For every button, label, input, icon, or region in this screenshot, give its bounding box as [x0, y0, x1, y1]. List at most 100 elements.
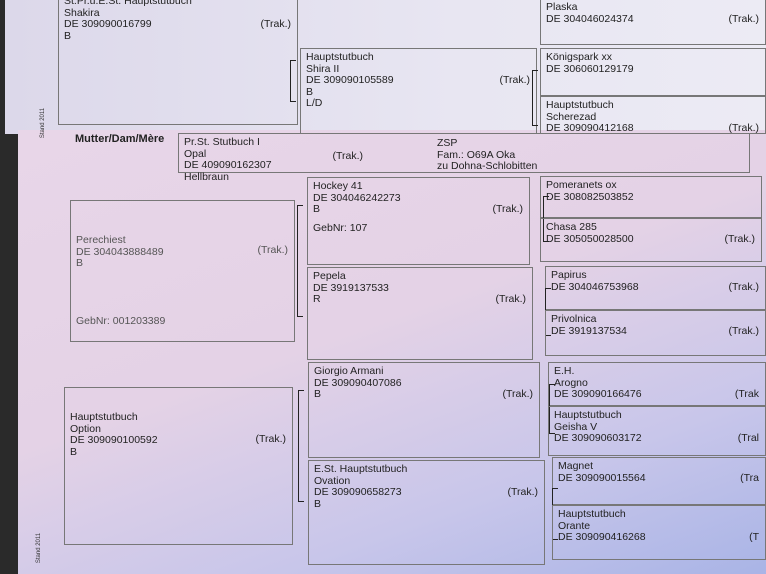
- box-line: Arogno: [554, 376, 588, 389]
- box-line: St.Pr.u.E.St. Hauptstutbuch: [64, 0, 192, 7]
- pedigree-box-pomeranets: Pomeranets ox DE 308082503852: [540, 176, 762, 218]
- box-line: DE 409090162307: [184, 159, 272, 171]
- box-line: Chasa 285: [546, 221, 597, 233]
- box-line: B: [313, 203, 321, 215]
- pedigree-box-giorgio: Giorgio Armani DE 309090407086 B (Trak.): [308, 362, 540, 458]
- box-line: Privolnica: [551, 313, 597, 325]
- pedigree-box-perechiest: Perechiest DE 304043888489 B (Trak.) GebNr: …: [70, 200, 295, 342]
- box-line: DE 3919137533: [313, 281, 389, 294]
- box-line: DE 309090412168: [546, 122, 634, 134]
- dam-info-line: zu Dohna-Schlobitten: [437, 160, 538, 172]
- edge-text-top: Stand 2011: [40, 107, 47, 139]
- box-line: DE 306060129179: [546, 62, 634, 75]
- pedigree-box-magnet: Magnet DE 309090015564 (Tra: [552, 457, 766, 505]
- pedigree-box-chasa: Chasa 285 DE 305050028500 (Trak.): [540, 218, 762, 262]
- trak-label: (Tral: [737, 432, 759, 444]
- box-line: DE 309090100592: [70, 434, 158, 446]
- box-line: Königspark xx: [546, 51, 612, 63]
- box-line: DE 305050028500: [546, 232, 634, 245]
- trak-label: (Trak.): [728, 325, 759, 337]
- box-line: DE 309090015564: [558, 471, 646, 484]
- pedigree-bracket: [549, 384, 555, 434]
- edge-text-bottom: Stand 2011: [36, 532, 43, 564]
- pedigree-box-hockey: Hockey 41 DE 304046242273 B (Trak.) GebNr: 1…: [307, 177, 530, 265]
- box-line: Pepela: [313, 270, 346, 282]
- pedigree-box-option: Hauptstutbuch Option DE 309090100592 B (Trak…: [64, 387, 293, 545]
- box-line: Geisha V: [554, 420, 598, 433]
- box-line: Papirus: [551, 269, 587, 281]
- pedigree-box-pepela: Pepela DE 3919137533 R (Trak.): [307, 267, 533, 360]
- box-line: Scherezad: [546, 110, 597, 123]
- pedigree-box-koenigspark: Königspark xx DE 306060129179: [540, 48, 766, 96]
- pedigree-bracket: [290, 60, 296, 102]
- box-line: Perechiest: [76, 234, 126, 246]
- box-line: DE 309090016799: [64, 18, 152, 30]
- dam-info-line: ZSP: [437, 137, 458, 149]
- upper-page: [5, 0, 766, 134]
- box-line: Pr.St. Stutbuch I: [184, 136, 260, 148]
- trak-label: (Trak.): [260, 18, 291, 30]
- pedigree-bracket: [532, 70, 538, 126]
- box-line: Hauptstutbuch: [70, 411, 138, 423]
- box-line: DE 304043888489: [76, 245, 164, 258]
- lower-page: [18, 130, 766, 574]
- box-line: Shira II: [306, 62, 340, 75]
- box-line: DE 309090407086: [314, 376, 402, 389]
- trak-label: (Trak.): [499, 74, 530, 86]
- trak-label: (Trak.): [728, 13, 759, 25]
- box-line: Hauptstutbuch: [558, 508, 626, 520]
- pedigree-box-plaska: Plaska DE 304046024374 (Trak.): [540, 0, 766, 45]
- box-line: Orante: [558, 519, 591, 532]
- box-line: B: [70, 445, 78, 458]
- box-line: DE 304046242273: [313, 191, 401, 204]
- pedigree-box-scherezad: Hauptstutbuch Scherezad DE 309090412168 (Tr…: [540, 96, 766, 134]
- pedigree-box-papirus: Papirus DE 304046753968 (Trak.): [545, 266, 766, 310]
- trak-label: (Trak.): [728, 281, 759, 293]
- box-line: Plaska: [546, 1, 578, 13]
- box-line: Opal: [184, 147, 207, 160]
- box-line: Giorgio Armani: [314, 365, 384, 377]
- pedigree-box-privolnica: Privolnica DE 3919137534 (Trak.): [545, 310, 766, 356]
- box-line: Hockey 41: [313, 180, 363, 192]
- trak-label: (Trak.): [502, 388, 533, 400]
- box-line: Pomeranets ox: [546, 179, 617, 191]
- trak-label: (Trak.): [495, 293, 526, 305]
- box-line: E.H.: [554, 365, 575, 377]
- dam-info-line: Fam.: O69A Oka: [437, 148, 516, 161]
- pedigree-box-ovation: E.St. Hauptstutbuch Ovation DE 30909065827…: [308, 460, 545, 565]
- pedigree-box-shira: Hauptstutbuch Shira II DE 309090105589 B L/D…: [300, 48, 537, 134]
- pedigree-bracket: [543, 196, 549, 242]
- box-line: Hellbraun: [184, 170, 229, 183]
- box-line: DE 308082503852: [546, 190, 634, 203]
- trak-label: (Trak.): [507, 486, 538, 498]
- box-line: DE 3919137534: [551, 324, 627, 337]
- trak-label: (Trak.): [492, 203, 523, 215]
- box-line: B: [314, 497, 322, 510]
- trak-label: (Trak: [734, 388, 759, 400]
- dam-header: Mutter/Dam/Mère: [75, 133, 165, 145]
- box-line: L/D: [306, 97, 323, 109]
- pedigree-box-orante: Hauptstutbuch Orante DE 309090416268 (T: [552, 505, 766, 560]
- trak-label: (Trak.): [255, 433, 286, 445]
- box-line: Hauptstutbuch: [306, 51, 374, 63]
- box-line: Shakira: [64, 6, 100, 19]
- box-line: R: [313, 293, 321, 305]
- pedigree-box-shakira: St.Pr.u.E.St. Hauptstutbuch Shakira DE 309…: [58, 0, 298, 125]
- box-line: E.St. Hauptstutbuch: [314, 463, 408, 475]
- box-line: Hauptstutbuch: [546, 99, 614, 111]
- box-line: Magnet: [558, 460, 594, 472]
- pedigree-bracket: [298, 390, 304, 502]
- geb-nr: GebNr: 107: [313, 221, 368, 234]
- pedigree-box-arogno: E.H. Arogno DE 309090166476 (Trak: [548, 362, 766, 406]
- pedigree-box-geisha: Hauptstutbuch Geisha V DE 309090603172 (Tra…: [548, 406, 766, 456]
- trak-label: (Trak.): [332, 150, 363, 162]
- box-line: DE 309090105589: [306, 74, 394, 86]
- trak-label: (Trak.): [728, 122, 759, 134]
- trak-label: (Tra: [740, 472, 759, 484]
- box-line: B: [64, 29, 72, 42]
- box-line: DE 309090658273: [314, 486, 402, 498]
- box-line: B: [76, 257, 84, 269]
- box-line: Hauptstutbuch: [554, 409, 622, 421]
- trak-label: (Trak.): [257, 244, 288, 256]
- trak-label: (T: [749, 531, 759, 543]
